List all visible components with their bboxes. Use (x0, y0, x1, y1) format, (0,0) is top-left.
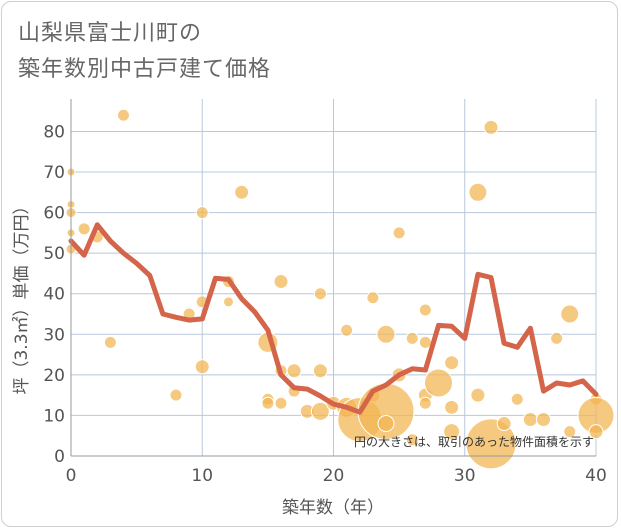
bubble-point (444, 399, 460, 415)
chart-title-line-2: 築年数別中古戸建て価格 (18, 57, 272, 82)
bubble-point (468, 182, 488, 202)
bubble-point (103, 335, 117, 349)
bubble-point (418, 396, 432, 410)
x-tick-label: 20 (323, 466, 345, 486)
bubble-point (376, 324, 396, 344)
bubble-point (550, 331, 564, 345)
bubble-point (377, 415, 395, 433)
x-tick-label: 30 (454, 466, 476, 486)
bubble-series (65, 108, 615, 470)
bubble-point (261, 396, 275, 410)
bubble-point (563, 425, 577, 439)
y-tick-label: 70 (43, 163, 65, 183)
y-tick-label: 10 (43, 406, 65, 426)
bubble-point (392, 226, 406, 240)
bubble-point (405, 433, 419, 447)
y-tick-label: 50 (43, 244, 65, 264)
bubble-point (366, 291, 380, 305)
axis-labels: 0 10 20 30 40 0 10 20 30 40 50 60 70 80 (43, 122, 606, 486)
x-axis-title: 築年数（年） (282, 498, 384, 518)
bubble-point (483, 119, 499, 135)
bubble-point (117, 108, 130, 122)
y-axis-title: 坪（3.3㎡）単価（万円） (12, 197, 32, 394)
average-line-series (68, 222, 599, 415)
bubble-point (77, 222, 91, 236)
bubble-point (470, 387, 486, 403)
chart-title: 山梨県富士川町の 築年数別中古戸建て価格 (18, 16, 271, 88)
y-tick-label: 0 (54, 447, 65, 467)
bubble-point (274, 396, 288, 410)
bubble-size-note: 円の大きさは、取引のあった物件面積を示す (354, 434, 594, 449)
bubble-point (536, 411, 551, 427)
bubble-point (223, 296, 234, 308)
x-tick-label: 0 (66, 466, 77, 486)
bubble-point (195, 206, 209, 220)
bubble-point (234, 184, 250, 200)
y-tick-label: 80 (43, 122, 65, 142)
bubble-point (560, 304, 580, 324)
y-tick-label: 60 (43, 204, 65, 224)
bubble-point (310, 401, 330, 421)
bubble-point (340, 323, 354, 337)
axes (70, 99, 596, 457)
y-tick-label: 30 (43, 325, 65, 345)
bubble-point (588, 424, 604, 440)
bubble-point (194, 359, 210, 375)
bubble-point (273, 274, 289, 290)
bubble-point (424, 368, 453, 398)
chart-title-line-1: 山梨県富士川町の (18, 21, 203, 46)
bubble-point (496, 416, 512, 432)
x-tick-label: 40 (585, 466, 607, 486)
bubble-point (312, 363, 328, 379)
bubble-point (313, 287, 327, 301)
bubble-point (522, 411, 538, 427)
y-tick-label: 40 (43, 285, 65, 305)
bubble-point (510, 392, 524, 406)
bubble-point (405, 331, 419, 345)
average-price-line (68, 222, 599, 415)
bubble-point (418, 303, 432, 317)
x-tick-label: 10 (191, 466, 213, 486)
bubble-point (286, 363, 302, 379)
bubble-point (169, 388, 183, 402)
bubble-point (443, 423, 461, 441)
bubble-point (444, 355, 460, 371)
bubble-point (418, 335, 432, 349)
y-tick-label: 20 (43, 366, 65, 386)
